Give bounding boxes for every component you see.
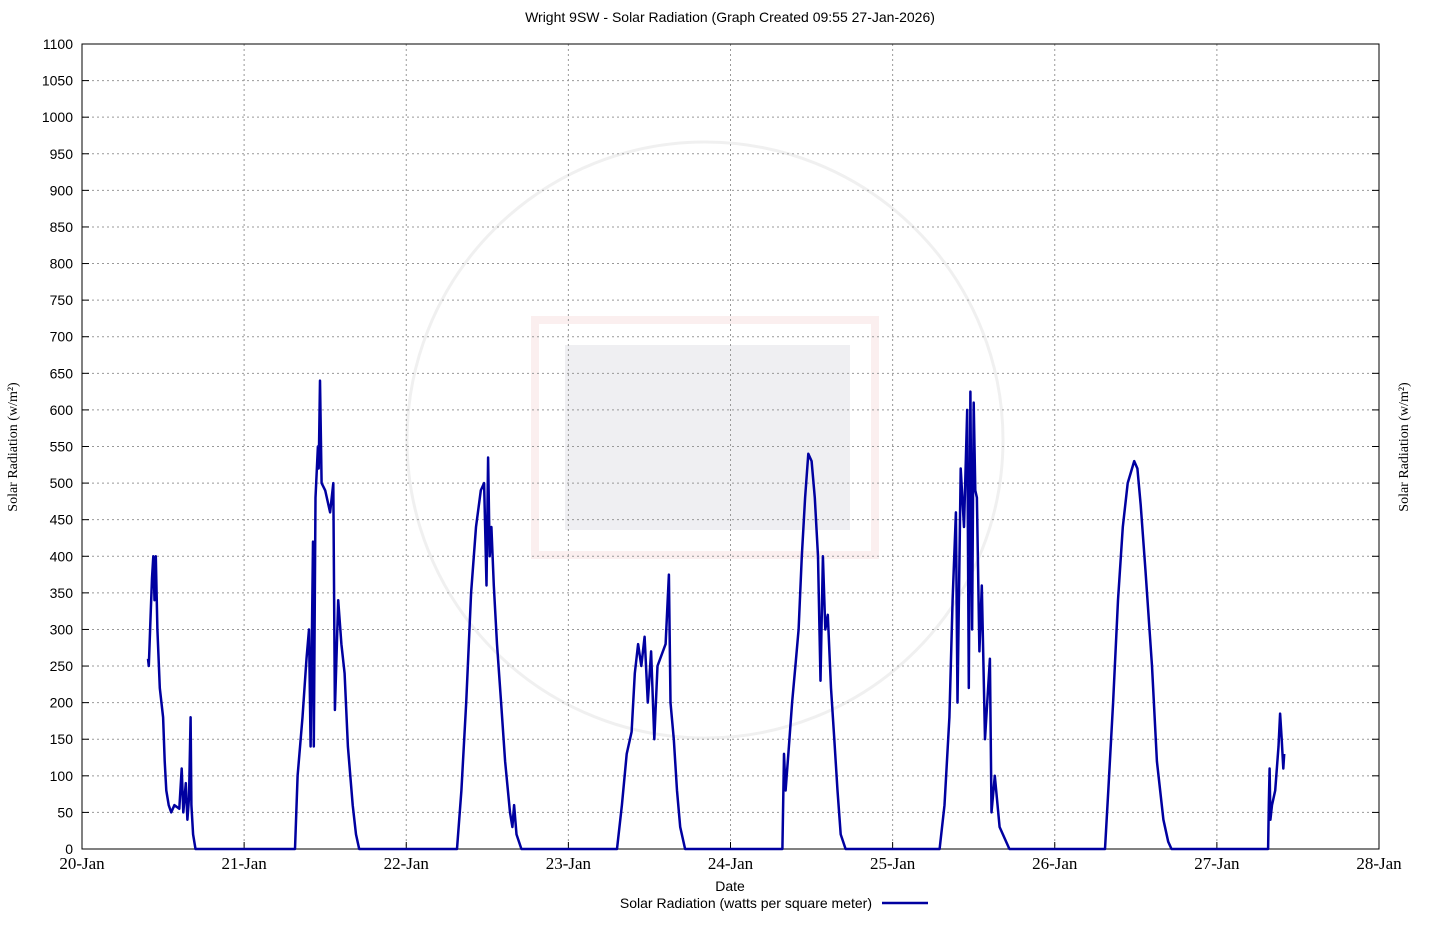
x-tick-label: 26-Jan	[1032, 854, 1078, 873]
y-tick-label: 1100	[43, 36, 73, 52]
y-axis-label: Solar Radiation (w/m²)	[6, 382, 21, 512]
y-tick-label: 850	[50, 219, 74, 235]
y-tick-label: 950	[50, 146, 74, 162]
y-tick-label: 750	[50, 292, 74, 308]
x-tick-label: 23-Jan	[546, 854, 592, 873]
y-tick-label: 0	[65, 841, 73, 857]
chart-title: Wright 9SW - Solar Radiation (Graph Crea…	[525, 9, 935, 25]
y-tick-label: 400	[50, 548, 74, 564]
y-tick-label: 1000	[42, 109, 73, 125]
y-tick-label: 100	[50, 768, 74, 784]
y-tick-label: 300	[50, 621, 74, 637]
y-tick-label: 150	[50, 731, 74, 747]
x-tick-label: 22-Jan	[384, 854, 430, 873]
y-tick-label: 200	[50, 695, 74, 711]
x-tick-label: 28-Jan	[1356, 854, 1402, 873]
y-tick-label: 550	[50, 439, 74, 455]
y-tick-label: 800	[50, 256, 74, 272]
x-tick-label: 25-Jan	[870, 854, 916, 873]
legend-label: Solar Radiation (watts per square meter)	[620, 895, 872, 911]
y-tick-label: 250	[50, 658, 74, 674]
y-tick-label: 500	[50, 475, 74, 491]
y-axis-label-right: Solar Radiation (w/m²)	[1397, 382, 1412, 512]
y-tick-label: 450	[50, 512, 74, 528]
watermark	[405, 140, 1005, 740]
y-tick-label: 900	[50, 182, 74, 198]
x-tick-label: 27-Jan	[1194, 854, 1240, 873]
y-tick-label: 700	[50, 329, 74, 345]
x-tick-label: 21-Jan	[221, 854, 267, 873]
x-tick-label: 24-Jan	[708, 854, 754, 873]
y-tick-label: 600	[50, 402, 74, 418]
y-tick-label: 350	[50, 585, 74, 601]
y-tick-label: 50	[57, 804, 73, 820]
x-tick-label: 20-Jan	[59, 854, 105, 873]
data-line	[146, 379, 1286, 851]
y-tick-label: 1050	[42, 73, 73, 89]
y-tick-label: 650	[50, 365, 74, 381]
x-axis-label: Date	[715, 878, 745, 894]
